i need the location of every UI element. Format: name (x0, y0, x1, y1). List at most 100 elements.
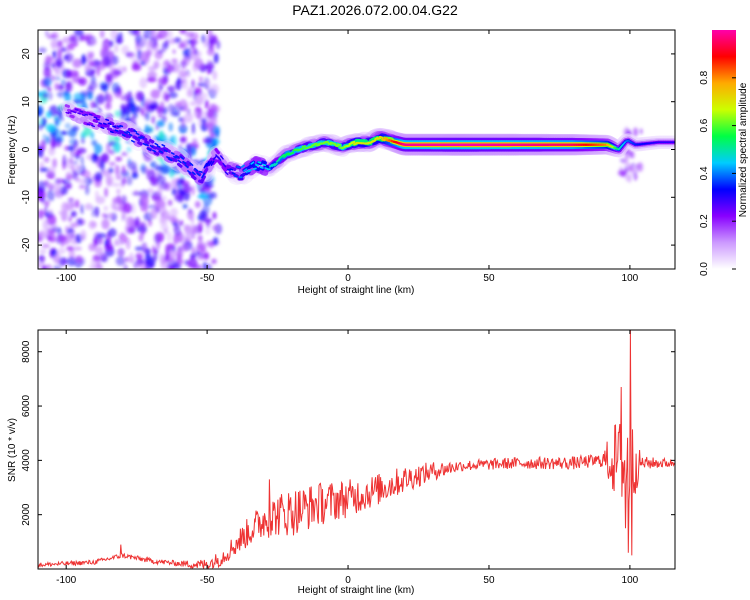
spectrogram-ridge-segment (125, 133, 131, 139)
spectrogram-blob (89, 81, 98, 90)
spectrogram-ridge-segment (149, 144, 154, 148)
spectrogram-blob (90, 100, 97, 109)
spectrogram-blob (41, 243, 51, 249)
spectrogram-blob (208, 191, 217, 199)
spectrogram-blob (158, 112, 162, 119)
spectrogram-blob (78, 179, 87, 184)
spectrogram-blob (159, 163, 169, 175)
spectrogram-blob (38, 230, 49, 239)
spectrogram-blob (629, 152, 633, 159)
spectrogram-ridge-segment (64, 104, 70, 108)
spectrogram-blob (159, 181, 169, 190)
colorbar-tick-label: 0.6 (699, 118, 710, 132)
spectrogram-ridge-segment (93, 116, 98, 119)
spectrogram-blob (38, 180, 47, 193)
spectrogram-blob (181, 73, 191, 78)
spectrogram-blob (93, 240, 97, 248)
spectrogram-blob (83, 126, 92, 137)
spectrogram-blob (147, 188, 154, 194)
spectrogram-ridge-segment (200, 175, 206, 183)
spectrogram-blob (88, 61, 96, 67)
spectrogram-blob (95, 190, 99, 200)
spectrogram-blob (80, 170, 91, 179)
snr-y-axis-label: SNR (10 * v/v) (7, 418, 18, 482)
spectrogram-blob (126, 176, 133, 186)
spectrogram-blob (187, 108, 191, 115)
spectrogram-ridge-segment (381, 138, 386, 142)
spectrogram-ridge-segment (231, 172, 236, 175)
spectrogram-blob (627, 173, 632, 183)
spectrogram-ridge-segment (206, 163, 215, 173)
spectrogram-blob (191, 247, 196, 254)
spectrogram-blob (90, 131, 94, 140)
spectrogram-blob (94, 174, 98, 182)
spectrogram-blob (160, 224, 170, 231)
spectrogram-blob (165, 249, 171, 260)
spectrogram-ridge-segment (182, 160, 187, 165)
spectrogram-blob (65, 82, 71, 90)
spectrogram-blob (150, 176, 159, 186)
spectrogram-ridge-segment (119, 121, 128, 129)
spectrogram-blob (108, 167, 114, 173)
spectrogram-ridge-segment (179, 154, 185, 160)
spectrogram-blob (103, 205, 109, 211)
spectrogram-blob (66, 246, 74, 251)
spectrogram-ridge-segment (107, 122, 112, 125)
x-tick-label: 100 (622, 273, 639, 284)
spectrogram-blob (204, 227, 211, 235)
y-tick-label: 10 (21, 96, 32, 108)
x-tick-label: -50 (200, 575, 215, 586)
spectrogram-blob (121, 151, 128, 156)
spectrogram-ridge-segment (88, 121, 94, 126)
spectrogram-ridge-segment (191, 174, 197, 181)
spectrogram-blob (140, 194, 149, 207)
colorbar-tick-label: 0.0 (699, 262, 710, 276)
spectrogram-blob (162, 196, 167, 201)
spectrogram-blob (212, 237, 219, 246)
spectrogram-blob (55, 56, 64, 69)
spectrogram-blob (95, 206, 99, 218)
x-tick-label: 0 (345, 575, 351, 586)
spectrogram-blob (131, 64, 142, 71)
spectrogram-blob (40, 139, 46, 150)
spectrogram-ridge-segment (240, 172, 246, 178)
spectrogram-ridge-segment (350, 140, 356, 144)
colorbar: 0.0 0.2 0.4 0.6 0.8 Normalized spectral ampl… (699, 30, 749, 276)
spectrogram-ridge-segment (142, 134, 152, 142)
spectrogram-blob (139, 77, 148, 89)
spectrogram-blob (209, 132, 216, 138)
spectrogram-blob (62, 154, 67, 166)
spectrogram-blob (48, 225, 56, 231)
spectrogram-blob (101, 84, 109, 93)
spectrogram-blob (65, 174, 74, 180)
spectrogram-ridge-segment (138, 136, 142, 140)
spectrogram-blob (91, 205, 95, 218)
spectrogram-ridge-segment (383, 136, 389, 140)
spectrogram-ridge-segment (219, 155, 224, 160)
spectrogram-ridge-segment (259, 168, 269, 176)
spectrogram-ridge-segment (168, 158, 173, 162)
spectrogram-blob (52, 50, 57, 59)
spectrogram-ridge-segment (175, 155, 180, 159)
spectrogram-blob (97, 93, 105, 105)
spectrogram-ridge-segment (234, 175, 238, 178)
spectrogram-blob (197, 255, 206, 261)
spectrogram-blob (203, 37, 209, 48)
spectrogram-ridge-segment (308, 145, 314, 149)
spectrogram-ridge-segment (155, 146, 162, 151)
spectrogram-blob (198, 187, 205, 194)
spectrogram-ridge-segment (250, 161, 255, 165)
spectrogram-ridge-segment (95, 114, 101, 119)
spectrogram-ridge-segment (186, 160, 192, 166)
spectrogram-blob (184, 259, 188, 266)
spectrogram-blob (107, 228, 117, 238)
spectrogram-blob (90, 75, 96, 84)
spectrogram-blob (122, 66, 127, 73)
x-tick-label: 100 (622, 575, 639, 586)
spectrogram-ridge-segment (98, 122, 103, 125)
spectrogram-blob (88, 52, 94, 60)
spectrogram-blob (159, 101, 165, 109)
spectrogram-blob (54, 82, 59, 91)
spectrogram-blob (73, 246, 82, 251)
spectrogram-ridge-segment (224, 171, 229, 176)
